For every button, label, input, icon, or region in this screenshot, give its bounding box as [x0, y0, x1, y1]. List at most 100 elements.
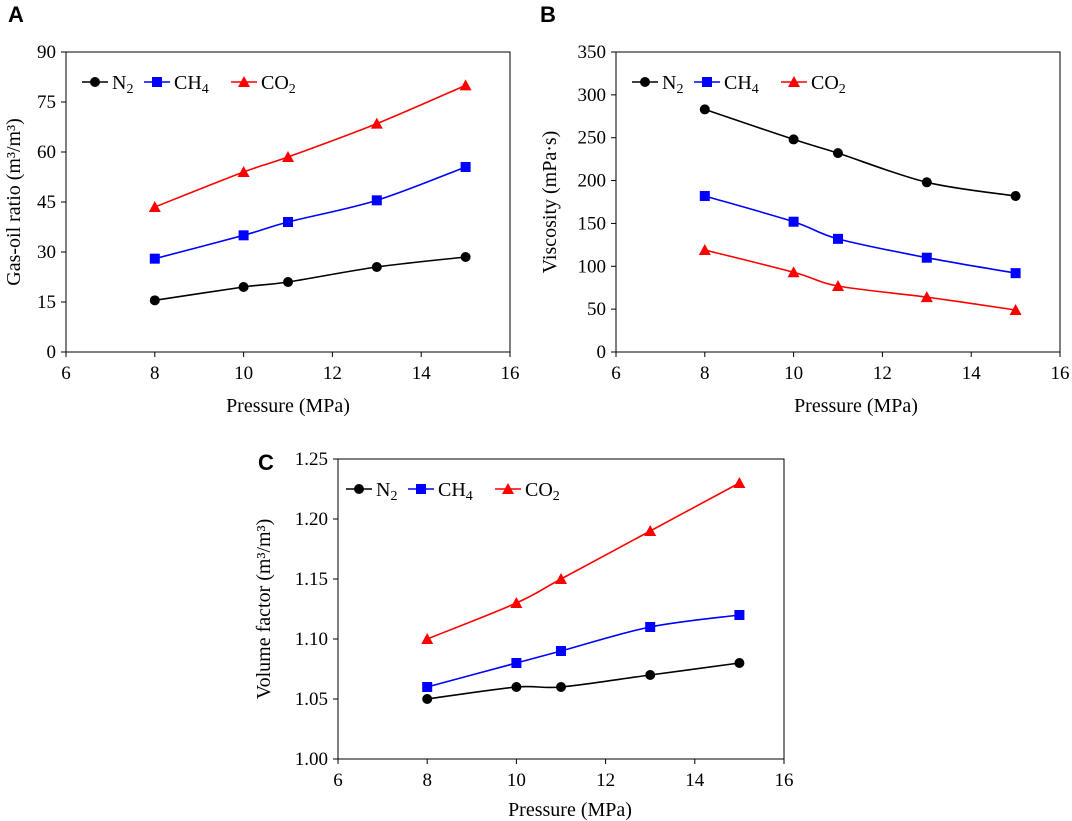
x-tick-label: 6 [611, 363, 621, 384]
plot-frame [615, 51, 1061, 353]
legend: N2 CH4 CO2 [346, 479, 560, 504]
legend-label: CO2 [261, 72, 296, 97]
data-point [371, 262, 382, 272]
data-point [459, 79, 472, 91]
x-tick-label: 16 [501, 363, 520, 384]
data-point [460, 162, 471, 172]
y-axis-title: Volume factor (m³/m³) [253, 519, 275, 699]
legend-label: CH4 [174, 72, 209, 97]
data-point [832, 280, 844, 291]
y-tick-label: 1.15 [295, 569, 328, 590]
x-tick-label: 6 [61, 363, 71, 384]
y-tick-label: 1.10 [295, 629, 328, 650]
legend-marker [354, 484, 364, 494]
data-point [644, 525, 657, 536]
data-point [556, 646, 566, 656]
y-tick-label: 15 [37, 292, 56, 313]
legend-marker [238, 76, 250, 87]
y-tick-label: 1.00 [295, 749, 328, 770]
x-tick-label: 12 [323, 363, 342, 384]
legend-marker [502, 483, 514, 494]
data-point [787, 266, 800, 278]
series-line [154, 166, 466, 260]
data-point [283, 217, 293, 227]
data-point [1010, 268, 1021, 279]
data-point [920, 291, 933, 303]
x-tick-label: 8 [150, 363, 160, 384]
y-tick-label: 75 [37, 92, 56, 113]
y-tick-label: 0 [597, 342, 607, 363]
legend-item: CH4 [694, 72, 759, 97]
x-tick-label: 16 [775, 770, 794, 791]
y-tick-label: 60 [37, 142, 56, 163]
data-point [371, 195, 382, 206]
legend-item: N2 [632, 72, 683, 97]
series-co2 [148, 79, 472, 212]
legend-item: N2 [82, 72, 133, 97]
y-tick-label: 100 [578, 256, 607, 277]
x-tick-label: 12 [596, 770, 615, 791]
data-point [921, 177, 932, 188]
data-point [733, 477, 746, 488]
series-co2 [698, 244, 1022, 315]
x-axis-title: Pressure (MPa) [508, 799, 632, 821]
legend-item: CO2 [495, 479, 560, 504]
legend-item: CH4 [144, 72, 209, 97]
data-point [734, 658, 745, 668]
data-point [645, 622, 656, 632]
data-point [555, 573, 567, 584]
y-tick-label: 1.05 [295, 689, 328, 710]
x-tick-label: 16 [1051, 363, 1070, 384]
legend-item: CO2 [781, 72, 846, 97]
data-point [238, 282, 249, 292]
data-point [833, 148, 843, 159]
legend-label: N2 [112, 72, 133, 97]
y-tick-label: 45 [37, 192, 56, 213]
x-tick-label: 14 [412, 363, 432, 384]
y-tick-label: 150 [578, 213, 607, 234]
data-point [238, 230, 249, 241]
x-axis-title: Pressure (MPa) [226, 395, 350, 417]
legend: N2 CH4 CO2 [82, 72, 296, 97]
y-tick-label: 300 [578, 85, 607, 106]
y-axis-title: Viscosity (mPa·s) [539, 131, 561, 274]
panel-letter: A [8, 2, 24, 27]
y-tick-label: 200 [578, 171, 607, 192]
data-point [149, 253, 160, 264]
x-axis-title: Pressure (MPa) [794, 395, 918, 417]
legend: N2 CH4 CO2 [632, 72, 846, 97]
data-point [645, 670, 656, 680]
series-line [426, 482, 740, 640]
x-tick-label: 12 [873, 363, 892, 384]
legend-item: CH4 [408, 479, 473, 504]
series-ch4 [699, 191, 1021, 279]
legend-marker [416, 484, 426, 494]
series-n2 [422, 658, 745, 704]
y-tick-label: 350 [578, 42, 607, 63]
data-point [788, 134, 799, 145]
data-point [734, 610, 745, 620]
series-ch4 [149, 162, 471, 264]
legend-marker [90, 77, 100, 87]
legend-label: N2 [662, 72, 683, 97]
series-line [427, 662, 740, 700]
series-n2 [699, 104, 1021, 201]
data-point [422, 682, 433, 692]
data-point [370, 117, 383, 129]
data-point [833, 233, 843, 244]
legend-marker [702, 77, 712, 87]
panel-letter: B [540, 2, 556, 27]
x-tick-label: 10 [507, 770, 526, 791]
series-line [426, 614, 740, 688]
legend-label: CO2 [525, 479, 560, 504]
y-tick-label: 0 [47, 342, 57, 363]
legend-item: CO2 [231, 72, 296, 97]
data-point [699, 191, 710, 201]
series-n2 [149, 252, 471, 306]
data-point [421, 633, 434, 644]
data-point [237, 166, 250, 177]
y-tick-label: 50 [587, 299, 606, 320]
legend-item: N2 [346, 479, 397, 504]
data-point [283, 277, 293, 287]
